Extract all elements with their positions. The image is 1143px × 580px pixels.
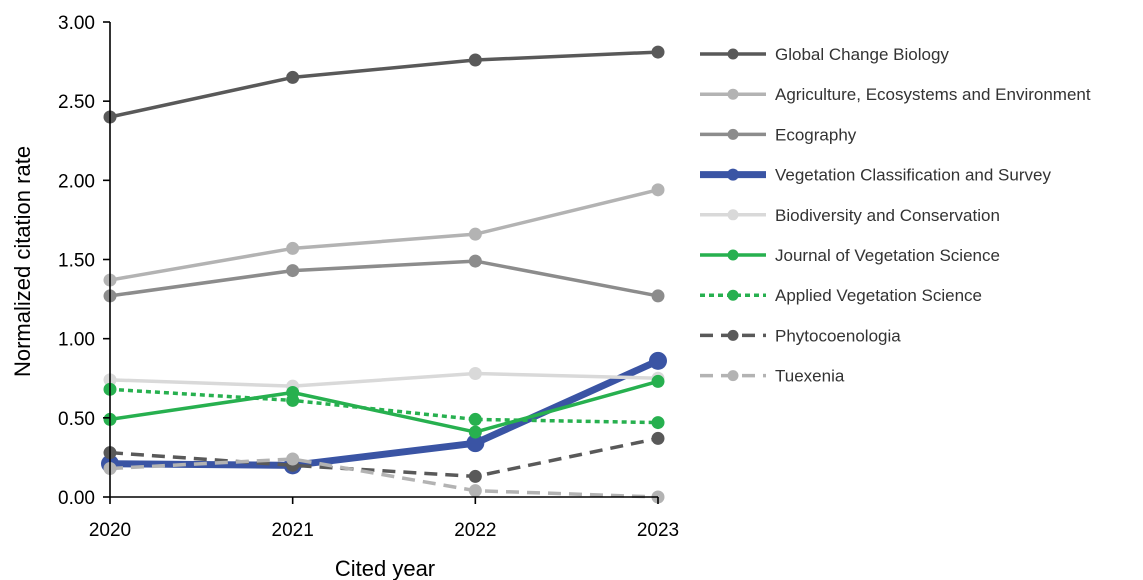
y-tick-label: 2.50 [58,92,95,113]
series-line [109,259,659,298]
series-point [468,227,482,241]
series-point [286,241,300,255]
y-tick-label: 3.00 [58,13,95,34]
legend-item: Agriculture, Ecosystems and Environment [700,85,1091,104]
legend-swatch-marker [727,370,739,382]
series-point [286,452,300,466]
series-8 [103,452,665,504]
series-line [109,457,659,499]
legend-swatch-marker [727,289,739,301]
legend-item: Applied Vegetation Science [700,286,982,305]
plot-series-group [101,45,667,504]
series-point [651,45,665,59]
legend-swatch-marker [727,168,739,181]
series-point [468,53,482,67]
legend-item: Journal of Vegetation Science [700,246,1000,265]
x-tick-label: 2021 [272,520,314,541]
series-5 [103,374,665,439]
legend-swatch-marker [727,48,739,60]
legend-item: Tuexenia [700,367,845,386]
series-0 [103,45,665,124]
series-line [109,379,659,434]
legend-swatch-marker [727,209,739,221]
legend-label: Biodiversity and Conservation [775,206,1000,225]
y-axis-title: Normalized citation rate [10,146,35,377]
series-point [651,416,665,430]
legend-label: Agriculture, Ecosystems and Environment [775,85,1091,104]
legend-item: Biodiversity and Conservation [700,206,1000,225]
series-point [286,393,300,407]
axes-group [109,22,658,498]
series-point [651,374,665,388]
x-tick-label: 2020 [89,520,131,541]
legend-label: Phytocoenologia [775,326,901,345]
series-4 [103,367,665,393]
series-point [649,351,667,370]
series-line [109,50,659,119]
legend-item: Ecography [700,125,857,144]
x-ticks-group: 2020 2021 2022 2023 [89,497,679,541]
legend-item: Vegetation Classification and Survey [700,166,1051,185]
series-point [468,412,482,426]
legend-label: Tuexenia [775,367,845,386]
legend-label: Applied Vegetation Science [775,286,982,305]
series-point [468,254,482,268]
legend-item: Phytocoenologia [700,326,901,345]
y-tick-label: 0.50 [58,409,95,430]
series-line [109,436,659,479]
series-6 [103,382,665,430]
x-tick-label: 2023 [637,520,679,541]
y-tick-label: 2.00 [58,171,95,192]
y-tick-label: 1.00 [58,330,95,351]
legend-label: Ecography [775,125,857,144]
legend-swatch-marker [727,329,739,341]
series-point [466,434,485,453]
legend-swatch-marker [727,88,739,100]
legend-item: Global Change Biology [700,45,949,64]
series-point [651,431,665,445]
series-line [109,371,659,388]
series-point [286,264,300,278]
legend: Global Change Biology Agriculture, Ecosys… [700,45,1091,386]
x-tick-label: 2022 [454,520,496,541]
x-axis-title: Cited year [335,556,435,580]
y-tick-label: 1.50 [58,251,95,272]
y-ticks-group: 0.00 0.50 1.00 1.50 2.00 2.50 3.00 [58,13,110,509]
series-point [651,183,665,197]
legend-label: Journal of Vegetation Science [775,246,1000,265]
series-point [651,289,665,303]
series-point [468,367,482,380]
series-point [468,484,482,498]
legend-label: Global Change Biology [775,45,949,64]
series-1 [103,183,665,287]
legend-swatch-marker [727,128,739,140]
series-line [109,188,659,282]
y-tick-label: 0.00 [58,488,95,509]
series-2 [103,254,665,303]
legend-swatch-marker [727,249,739,261]
series-line [109,387,659,425]
series-point [468,425,482,439]
series-point [468,469,482,483]
series-point [286,70,300,84]
legend-label: Vegetation Classification and Survey [775,166,1051,185]
